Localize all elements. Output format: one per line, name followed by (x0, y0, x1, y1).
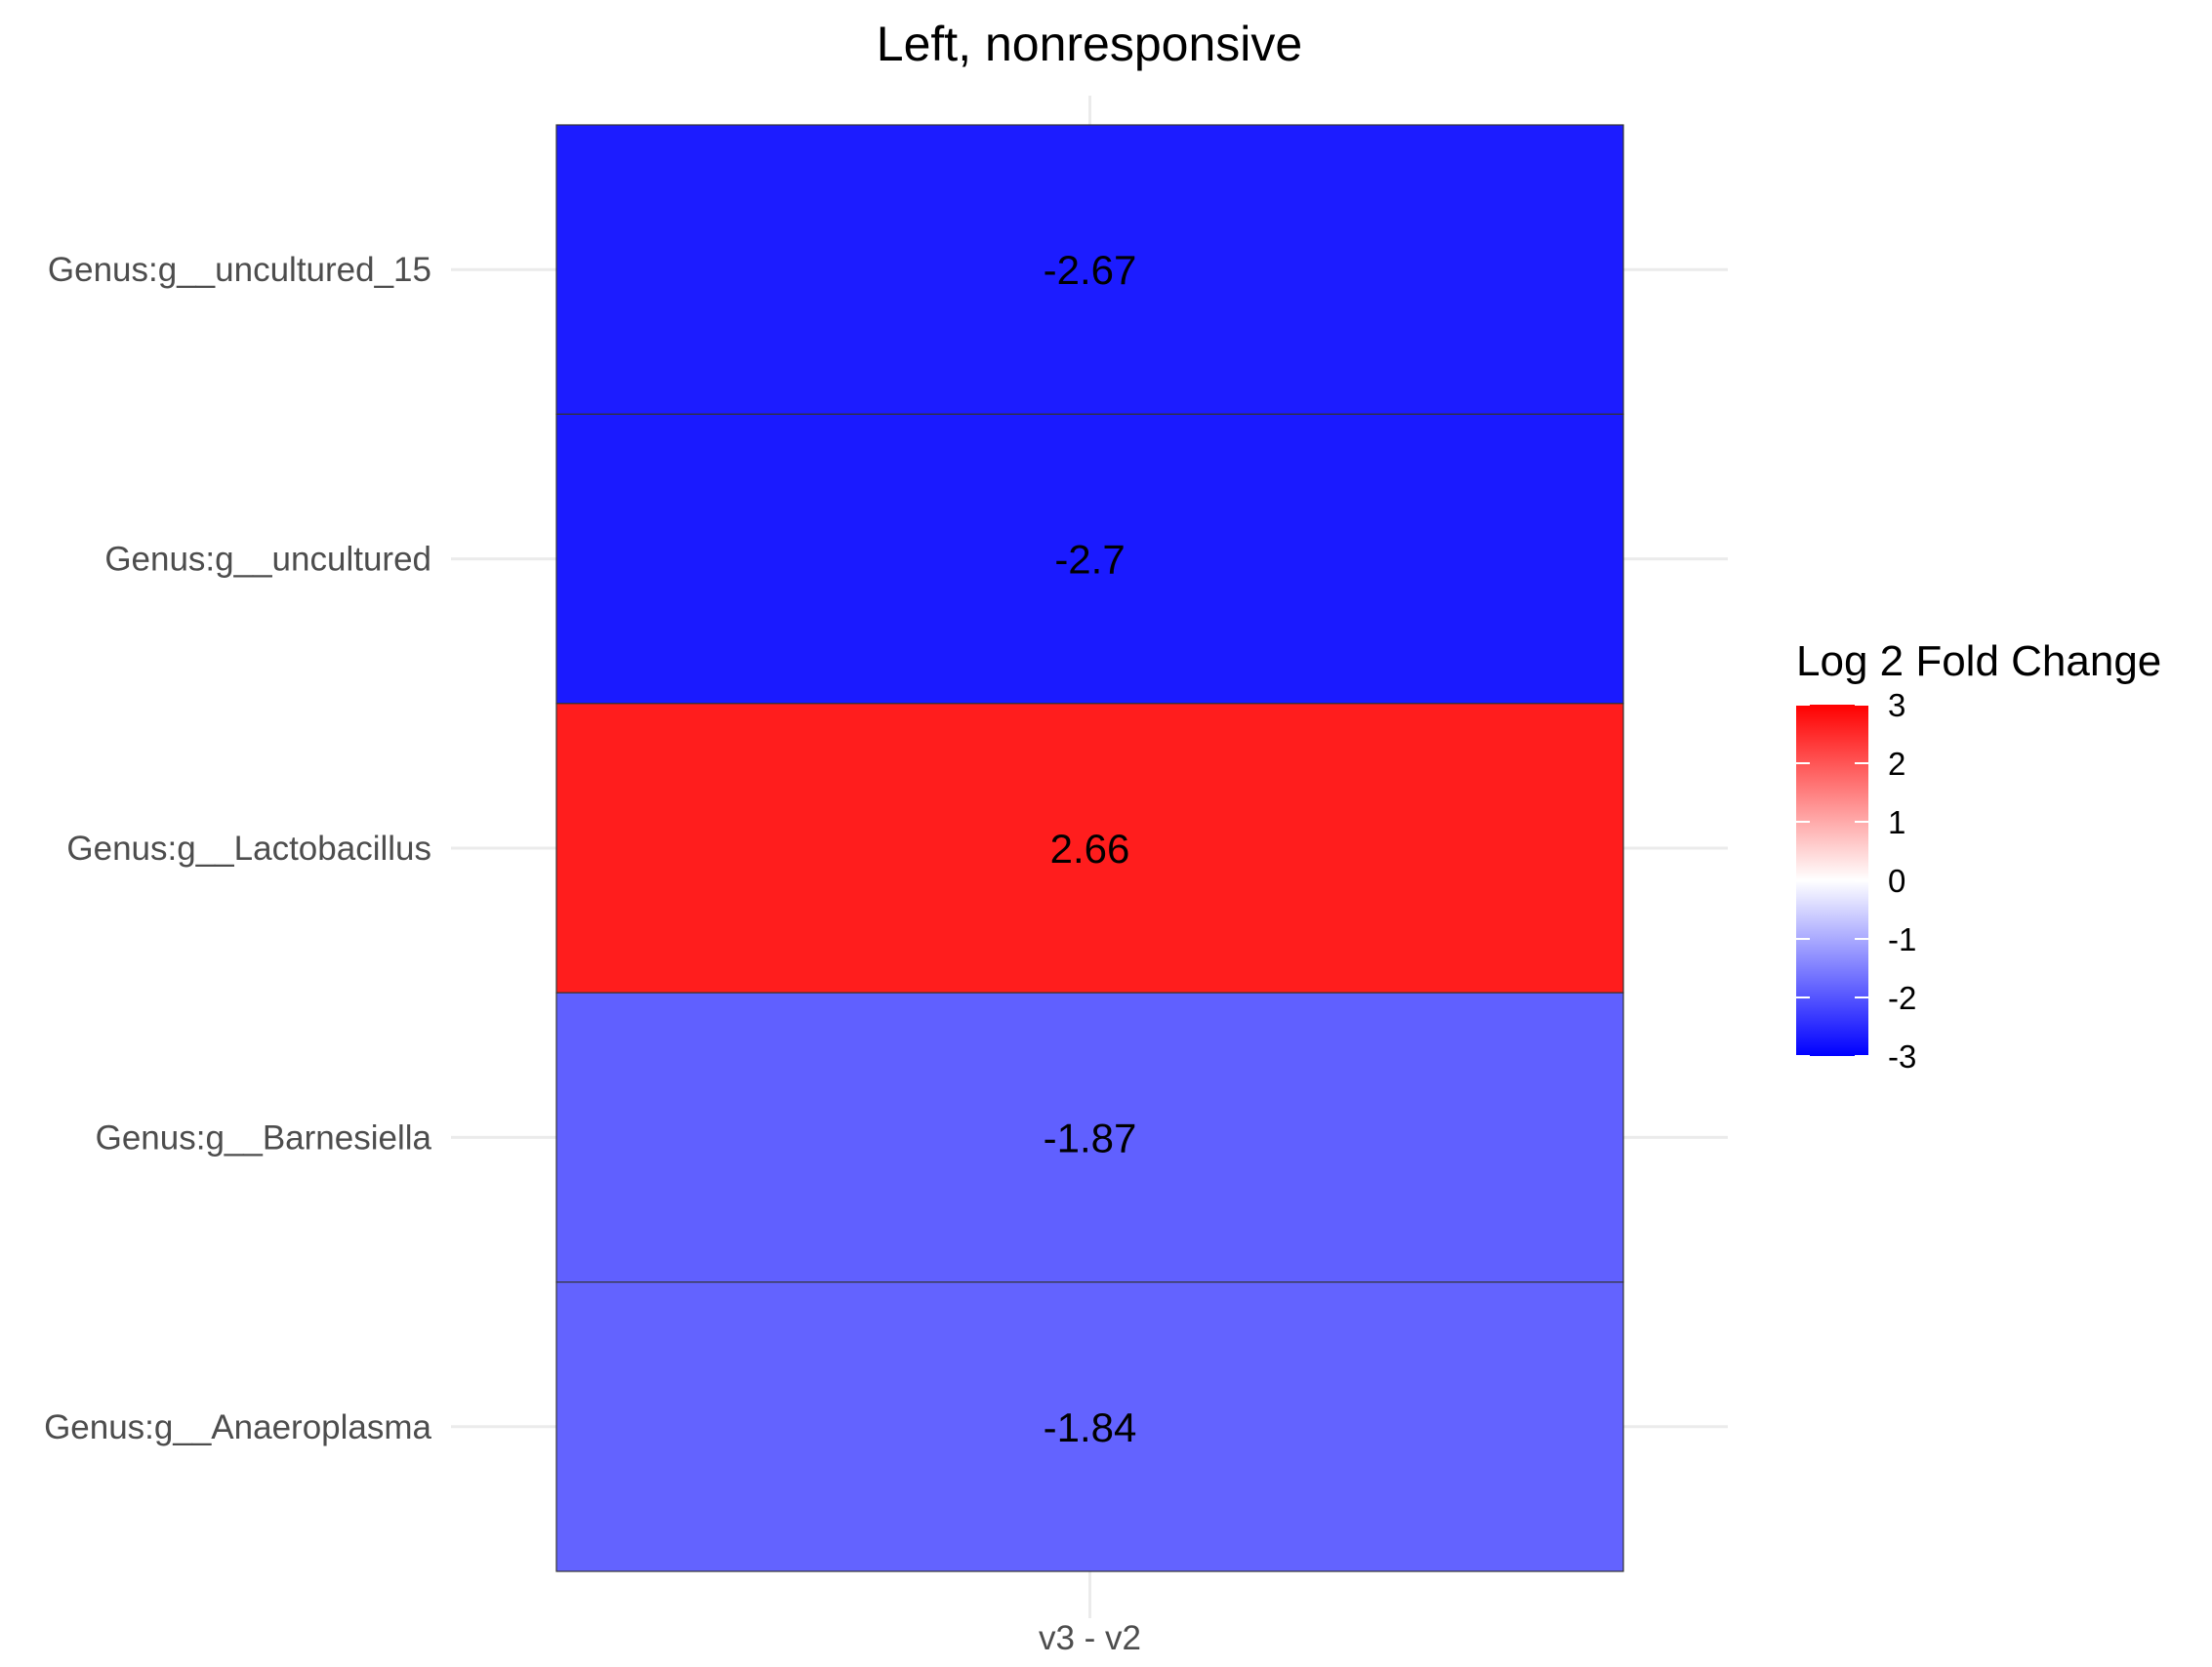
heatmap-cell (555, 413, 1624, 705)
cell-value-label: -2.7 (1054, 537, 1125, 583)
legend-tick-label: -2 (1888, 980, 1916, 1016)
heatmap-cell (555, 992, 1624, 1283)
cell-value-label: 2.66 (1050, 826, 1130, 872)
x-tick-label: v3 - v2 (1039, 1619, 1141, 1657)
legend-tick-label: -1 (1888, 921, 1916, 957)
y-tick-label: Genus:g__Lactobacillus (66, 830, 431, 868)
legend-tick-label: 1 (1888, 804, 1905, 840)
heatmap-cell (555, 1281, 1624, 1572)
cell-value-label: -2.67 (1044, 247, 1137, 293)
y-axis-labels: Genus:g__uncultured_15 Genus:g__unculture… (44, 251, 431, 1446)
y-tick-label: Genus:g__uncultured (104, 541, 431, 579)
legend-tick-label: 0 (1888, 863, 1905, 899)
heatmap-cells: -2.67 -2.7 2.66 -1.87 -1.84 (555, 124, 1624, 1572)
legend-tick-label: -3 (1888, 1038, 1916, 1075)
heatmap-cell (555, 124, 1624, 415)
legend-ticks: 3 2 1 0 -1 -2 -3 (1796, 687, 1916, 1075)
color-legend: Log 2 Fold Change 3 2 1 0 -1 -2 -3 (1796, 637, 2161, 1075)
chart-title: Left, nonresponsive (877, 17, 1302, 71)
cell-value-label: -1.84 (1044, 1404, 1137, 1450)
legend-title: Log 2 Fold Change (1796, 637, 2161, 685)
y-tick-label: Genus:g__Anaeroplasma (44, 1408, 431, 1446)
cell-value-label: -1.87 (1044, 1115, 1137, 1160)
x-axis-labels: v3 - v2 (1039, 1619, 1141, 1657)
y-tick-label: Genus:g__Barnesiella (96, 1118, 432, 1157)
legend-tick-label: 2 (1888, 746, 1905, 782)
legend-tick-label: 3 (1888, 687, 1905, 723)
y-tick-label: Genus:g__uncultured_15 (48, 251, 431, 289)
heatmap-cell (555, 703, 1624, 994)
